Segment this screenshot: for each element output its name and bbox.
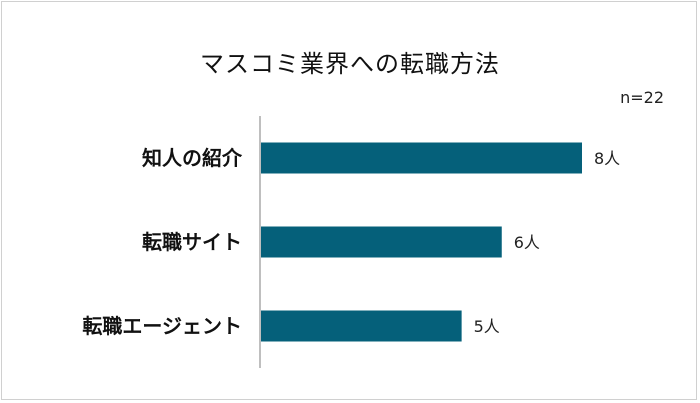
value-label-3: 5人 <box>474 317 500 336</box>
bar-1 <box>261 142 582 174</box>
category-label-1: 知人の紹介 <box>142 146 243 170</box>
sample-size-note: n=22 <box>620 88 664 107</box>
value-label-1: 8人 <box>594 149 620 168</box>
bar-3 <box>261 310 462 342</box>
category-label-3: 転職エージェント <box>82 314 242 338</box>
bar-2 <box>261 226 502 258</box>
value-label-2: 6人 <box>514 233 540 252</box>
category-label-2: 転職サイト <box>142 230 242 254</box>
chart-title: マスコミ業界への転職方法 <box>200 50 500 78</box>
